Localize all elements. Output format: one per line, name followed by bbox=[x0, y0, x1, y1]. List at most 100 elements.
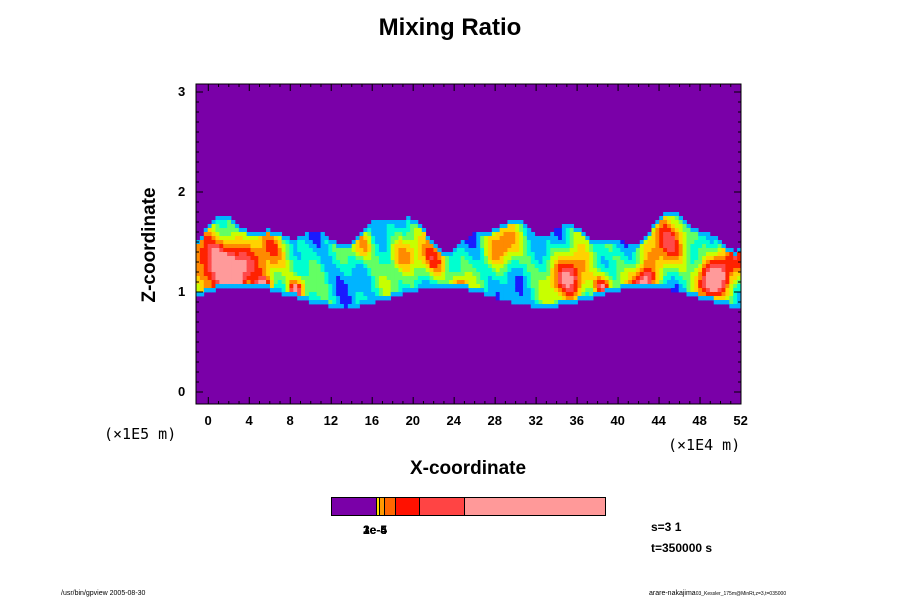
heatmap-cell bbox=[511, 276, 516, 281]
heatmap-cell bbox=[733, 304, 738, 309]
heatmap-cell bbox=[729, 272, 734, 277]
heatmap-cell bbox=[231, 256, 236, 261]
heatmap-cell bbox=[663, 236, 668, 241]
heatmap-cell bbox=[382, 248, 388, 253]
heatmap-cell bbox=[371, 264, 376, 269]
heatmap-cell bbox=[561, 280, 567, 285]
heatmap-cell bbox=[670, 240, 676, 245]
heatmap-cell bbox=[355, 284, 360, 289]
heatmap-cell bbox=[667, 240, 672, 245]
heatmap-cell bbox=[441, 284, 446, 289]
heatmap-cell bbox=[690, 280, 695, 285]
heatmap-cell bbox=[487, 268, 493, 273]
heatmap-cell bbox=[561, 284, 567, 289]
heatmap-cell bbox=[526, 260, 532, 265]
heatmap-cell bbox=[433, 252, 438, 257]
heatmap-cell bbox=[561, 276, 567, 281]
heatmap-cell bbox=[414, 240, 419, 245]
colorbar-segment bbox=[419, 498, 465, 515]
heatmap-cell bbox=[717, 256, 722, 261]
heatmap-cell bbox=[670, 236, 676, 241]
heatmap-cell bbox=[491, 284, 497, 289]
heatmap-cell bbox=[616, 268, 621, 273]
heatmap-cell bbox=[690, 288, 695, 293]
heatmap-cell bbox=[550, 272, 555, 277]
heatmap-cell bbox=[343, 256, 349, 261]
heatmap-cell bbox=[273, 264, 279, 269]
heatmap-cell bbox=[308, 260, 314, 265]
heatmap-cell bbox=[519, 244, 524, 249]
heatmap-cell bbox=[343, 292, 349, 297]
heatmap-cell bbox=[585, 256, 590, 261]
heatmap-cell bbox=[663, 260, 668, 265]
heatmap-cell bbox=[558, 248, 563, 253]
heatmap-cell bbox=[519, 248, 524, 253]
heatmap-cell bbox=[538, 252, 543, 257]
heatmap-cell bbox=[503, 292, 508, 297]
heatmap-cell bbox=[561, 248, 567, 253]
heatmap-cell bbox=[406, 280, 411, 285]
heatmap-cell bbox=[305, 264, 310, 269]
heatmap-cell bbox=[678, 240, 683, 245]
heatmap-cell bbox=[651, 256, 656, 261]
heatmap-cell bbox=[464, 276, 469, 281]
heatmap-cell bbox=[495, 292, 501, 297]
heatmap-cell bbox=[729, 268, 734, 273]
heatmap-cell bbox=[480, 248, 485, 253]
heatmap-cell bbox=[538, 260, 543, 265]
heatmap-cell bbox=[624, 284, 629, 289]
heatmap-cell bbox=[246, 240, 251, 245]
heatmap-cell bbox=[635, 280, 641, 285]
heatmap-cell bbox=[378, 228, 384, 233]
heatmap-cell bbox=[659, 236, 664, 241]
plot-frame bbox=[195, 83, 742, 405]
heatmap-cell bbox=[203, 232, 209, 237]
heatmap-cell bbox=[429, 264, 434, 269]
heatmap-cell bbox=[456, 260, 462, 265]
heatmap-cell bbox=[511, 240, 516, 245]
heatmap-cell bbox=[667, 280, 672, 285]
heatmap-cell bbox=[538, 304, 543, 309]
heatmap-cell bbox=[733, 268, 738, 273]
heatmap-cell bbox=[355, 300, 360, 305]
heatmap-cell bbox=[709, 252, 715, 257]
heatmap-cell bbox=[569, 240, 574, 245]
heatmap-cell bbox=[659, 280, 664, 285]
heatmap-cell bbox=[659, 252, 664, 257]
heatmap-cell bbox=[215, 284, 220, 289]
heatmap-cell bbox=[659, 256, 664, 261]
heatmap-cell bbox=[371, 232, 376, 237]
heatmap-cell bbox=[554, 296, 559, 301]
x-tick-label: 12 bbox=[323, 413, 339, 428]
heatmap-cell bbox=[375, 296, 380, 301]
heatmap-cell bbox=[425, 284, 430, 289]
heatmap-cell bbox=[558, 264, 563, 269]
heatmap-cell bbox=[643, 244, 648, 249]
heatmap-cell bbox=[347, 280, 353, 285]
heatmap-cell bbox=[519, 220, 524, 225]
heatmap-cell bbox=[332, 288, 337, 293]
heatmap-cell bbox=[281, 260, 286, 265]
heatmap-cell bbox=[410, 224, 415, 229]
heatmap-cell bbox=[262, 284, 267, 289]
heatmap-cell bbox=[429, 260, 434, 265]
heatmap-cell bbox=[573, 228, 578, 233]
heatmap-cell bbox=[702, 236, 707, 241]
heatmap-cell bbox=[452, 268, 458, 273]
heatmap-cell bbox=[585, 284, 590, 289]
heatmap-cell bbox=[262, 256, 267, 261]
heatmap-cell bbox=[655, 248, 660, 253]
heatmap-cell bbox=[565, 232, 571, 237]
heatmap-cell bbox=[647, 284, 652, 289]
heatmap-cell bbox=[690, 272, 695, 277]
heatmap-cell bbox=[402, 224, 407, 229]
heatmap-cell bbox=[343, 276, 349, 281]
heatmap-cell bbox=[515, 244, 520, 249]
heatmap-cell bbox=[445, 276, 450, 281]
heatmap-cell bbox=[487, 292, 493, 297]
heatmap-cell bbox=[511, 248, 516, 253]
heatmap-cell bbox=[561, 252, 567, 257]
heatmap-cell bbox=[410, 284, 415, 289]
heatmap-cell bbox=[406, 256, 411, 261]
heatmap-cell bbox=[546, 240, 551, 245]
